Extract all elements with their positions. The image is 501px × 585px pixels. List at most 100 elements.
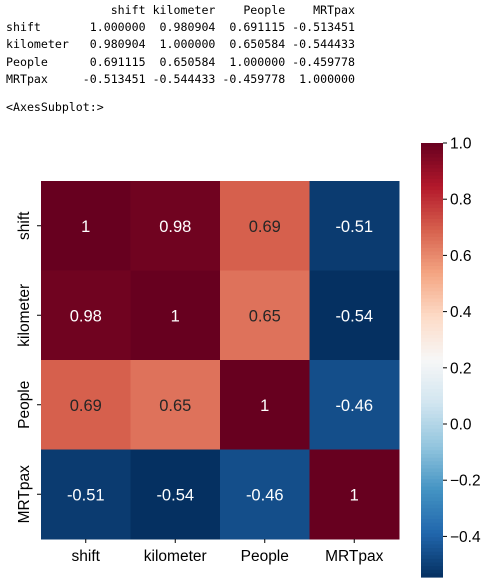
heatmap-annotations: 1 0.98 0.69 -0.51 0.98 1 0.65 -0.54 0.69 0.65 1 -0.… bbox=[67, 218, 373, 505]
colorbar-segment bbox=[421, 381, 443, 386]
colorbar-tick-label: 0.0 bbox=[450, 417, 472, 434]
colorbar-segment bbox=[421, 222, 443, 227]
colorbar-segment bbox=[421, 435, 443, 441]
heatmap-cell bbox=[41, 449, 131, 540]
colorbar-segment bbox=[421, 558, 443, 564]
heatmap-cell bbox=[130, 360, 221, 450]
heatmap-cell bbox=[309, 270, 400, 361]
colorbar-segment bbox=[421, 457, 443, 462]
colorbar-segment bbox=[421, 497, 443, 502]
colorbar-segment bbox=[421, 519, 443, 524]
y-tick-label: MRTpax bbox=[16, 465, 33, 524]
colorbar-segment bbox=[421, 265, 443, 271]
cell-annotation: 0.69 bbox=[70, 397, 102, 415]
colorbar-segment bbox=[421, 280, 443, 285]
colorbar-segment bbox=[421, 522, 443, 527]
colorbar-segment bbox=[421, 345, 443, 350]
colorbar-segment bbox=[421, 414, 443, 419]
colorbar-segment bbox=[421, 229, 443, 235]
colorbar-segment bbox=[421, 312, 443, 318]
colorbar-segment bbox=[421, 298, 443, 303]
colorbar-segment bbox=[421, 204, 443, 209]
colorbar-segment bbox=[421, 566, 443, 571]
x-tick-label: shift bbox=[72, 548, 101, 565]
colorbar-segment bbox=[421, 291, 443, 296]
cell-annotation: 1 bbox=[260, 397, 269, 415]
colorbar-segment bbox=[421, 529, 443, 535]
colorbar-segment bbox=[421, 417, 443, 423]
colorbar-segment bbox=[421, 490, 443, 495]
colorbar-segment bbox=[421, 349, 443, 354]
colorbar-segment bbox=[421, 190, 443, 195]
heatmap-cell bbox=[41, 360, 131, 450]
colorbar-segment bbox=[421, 305, 443, 310]
colorbar-segment bbox=[421, 262, 443, 267]
cell-annotation: -0.46 bbox=[246, 486, 284, 504]
colorbar-segment bbox=[421, 410, 443, 415]
colorbar-segment bbox=[421, 276, 443, 282]
colorbar-segment bbox=[421, 287, 443, 292]
colorbar-segment bbox=[421, 331, 443, 336]
colorbar-segment bbox=[421, 482, 443, 488]
colorbar-segment bbox=[421, 143, 443, 148]
colorbar-segment bbox=[421, 215, 443, 220]
colorbar-segment bbox=[421, 171, 443, 177]
colorbar-segment bbox=[421, 360, 443, 365]
colorbar-segment bbox=[421, 251, 443, 256]
colorbar-segment bbox=[421, 432, 443, 437]
colorbar-segment bbox=[421, 537, 443, 542]
colorbar-tick-label: 0.4 bbox=[450, 304, 472, 321]
heatmap-cell bbox=[130, 270, 221, 361]
colorbar-tick-label: 0.6 bbox=[450, 248, 472, 265]
colorbar-segment bbox=[421, 508, 443, 513]
cell-annotation: 1 bbox=[350, 486, 359, 504]
colorbar-segment bbox=[421, 247, 443, 253]
colorbar-segment bbox=[421, 338, 443, 343]
cell-annotation: -0.54 bbox=[156, 486, 194, 504]
colorbar-segment bbox=[421, 551, 443, 556]
colorbar-segment bbox=[421, 378, 443, 383]
colorbar-segment bbox=[421, 294, 443, 300]
colorbar-segment bbox=[421, 573, 443, 578]
y-axis-tick-labels: shift kilometer People MRTpax bbox=[16, 211, 41, 524]
colorbar-segment bbox=[421, 428, 443, 433]
colorbar-segment bbox=[421, 367, 443, 372]
colorbar-segment bbox=[421, 374, 443, 379]
y-tick-label: People bbox=[16, 381, 33, 429]
colorbar-segment bbox=[421, 186, 443, 191]
colorbar-segment bbox=[421, 548, 443, 553]
colorbar-segment bbox=[421, 150, 443, 155]
colorbar-segment bbox=[421, 175, 443, 180]
colorbar-segment bbox=[421, 161, 443, 166]
colorbar-segment bbox=[421, 461, 443, 466]
colorbar-segment bbox=[421, 193, 443, 198]
colorbar-segment bbox=[421, 284, 443, 289]
colorbar-segment bbox=[421, 399, 443, 404]
colorbar-segment bbox=[421, 486, 443, 491]
heatmap-cell bbox=[309, 181, 400, 271]
colorbar-segment bbox=[421, 464, 443, 470]
heatmap-cell bbox=[220, 270, 310, 361]
colorbar-segment bbox=[421, 258, 443, 263]
colorbar-segment bbox=[421, 208, 443, 213]
heatmap-cell bbox=[220, 360, 310, 450]
colorbar-segment bbox=[421, 302, 443, 307]
x-tick-label: People bbox=[241, 548, 289, 565]
colorbar-segment bbox=[421, 320, 443, 325]
heatmap-cell bbox=[130, 181, 221, 271]
colorbar-ticks: 1.0 0.8 0.6 0.4 0.2 0.0 −0.2 −0.4 bbox=[443, 136, 481, 546]
colorbar-segment bbox=[421, 569, 443, 574]
colorbar-segment bbox=[421, 388, 443, 394]
colorbar-segment bbox=[421, 197, 443, 202]
colorbar-segment bbox=[421, 403, 443, 408]
colorbar-segment bbox=[421, 511, 443, 517]
cell-annotation: 1 bbox=[171, 307, 180, 325]
colorbar-segment bbox=[421, 316, 443, 321]
colorbar-segment bbox=[421, 226, 443, 231]
colorbar-segment bbox=[421, 493, 443, 499]
colorbar-segment bbox=[421, 439, 443, 444]
colorbar-tick-label: −0.2 bbox=[450, 473, 481, 490]
colorbar-segment bbox=[421, 501, 443, 506]
colorbar-segment bbox=[421, 475, 443, 480]
